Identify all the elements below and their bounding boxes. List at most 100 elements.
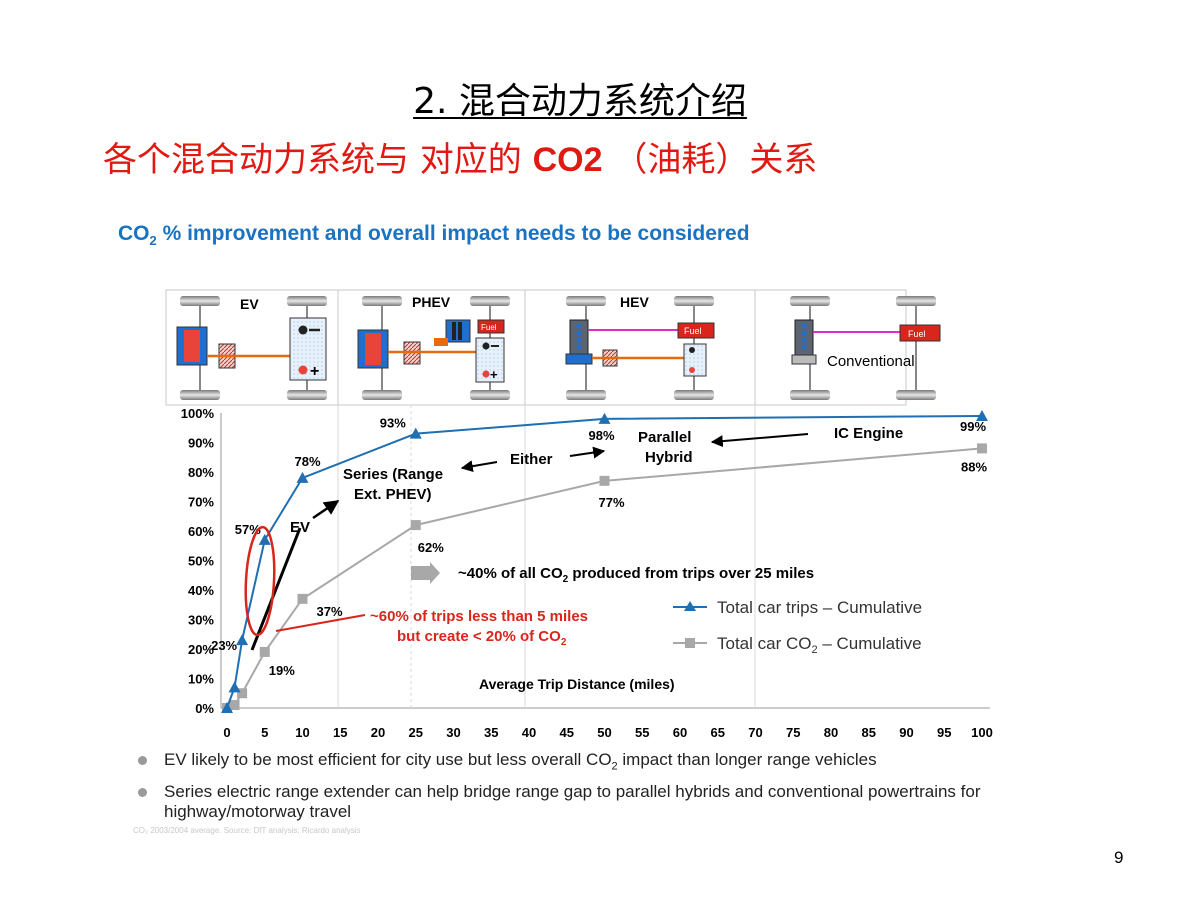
series-arrow xyxy=(460,460,498,473)
wheel-icon xyxy=(180,390,220,400)
data-label: 62% xyxy=(418,540,444,555)
bullet-2-text: Series electric range extender can help … xyxy=(164,782,981,821)
x-tick-label: 85 xyxy=(862,725,876,740)
wheel-icon xyxy=(362,390,402,400)
data-label: 77% xyxy=(599,495,625,510)
x-tick-label: 35 xyxy=(484,725,498,740)
data-label: 88% xyxy=(961,459,987,474)
bullet-1-before: EV likely to be most efficient for city … xyxy=(164,750,612,769)
highlight-ellipse xyxy=(244,525,276,637)
x-tick-label: 50 xyxy=(597,725,611,740)
square-point xyxy=(977,443,987,454)
phev-schematic: PHEV Fuel + xyxy=(357,294,510,400)
bullet-1-sub: 2 xyxy=(611,760,618,773)
y-tick-label: 60% xyxy=(188,524,214,539)
x-tick-label: 80 xyxy=(824,725,838,740)
x-tick-label: 95 xyxy=(937,725,951,740)
data-label: 99% xyxy=(960,419,986,434)
x-tick-label: 40 xyxy=(522,725,536,740)
data-label: 19% xyxy=(269,663,295,678)
x-tick-label: 20 xyxy=(371,725,385,740)
data-label: 93% xyxy=(380,416,406,431)
fuel-tank-icon xyxy=(899,324,941,342)
chart-heading-sub: 2 xyxy=(149,233,157,249)
data-label: 37% xyxy=(317,604,343,619)
wheel-icon xyxy=(566,296,606,306)
legend-label-co2: Total car CO2 – Cumulative xyxy=(717,634,922,656)
x-axis-label: Average Trip Distance (miles) xyxy=(479,676,675,692)
wheel-icon xyxy=(566,390,606,400)
y-tick-label: 70% xyxy=(188,495,214,510)
x-tick-label: 70 xyxy=(748,725,762,740)
x-tick-label: 5 xyxy=(261,725,268,740)
page-number: 9 xyxy=(1114,848,1124,867)
forty-pct-after: produced from trips over 25 miles xyxy=(568,565,814,582)
wheel-icon xyxy=(180,296,220,306)
data-label: 78% xyxy=(295,454,321,469)
chart-legend: Total car trips – Cumulative Total car C… xyxy=(673,598,922,656)
square-point xyxy=(237,688,248,699)
svg-text:+: + xyxy=(310,363,319,380)
bullet-1-text: EV likely to be most efficient for city … xyxy=(138,750,998,776)
x-tick-label: 75 xyxy=(786,725,800,740)
subtitle-part-1: 各个混合动力系统与 对应的 xyxy=(103,140,522,180)
forty-pct-sub: 2 xyxy=(563,574,569,585)
triangle-point xyxy=(258,533,271,545)
wheel-icon xyxy=(470,390,510,400)
ev-arrow xyxy=(312,499,340,520)
bullet-1-after: impact than longer range vehicles xyxy=(617,750,877,769)
triangle-point xyxy=(409,427,422,439)
either-arrow xyxy=(569,446,606,459)
series-range-label-2: Ext. PHEV) xyxy=(354,486,432,503)
phev-fuel-label: Fuel xyxy=(481,323,497,332)
data-label: 23% xyxy=(211,638,237,653)
slide-title: 2. 混合动力系统介绍 xyxy=(413,81,747,122)
square-point xyxy=(410,520,421,531)
phev-label: PHEV xyxy=(412,294,451,310)
forty-pct-before: ~40% of all CO xyxy=(458,565,563,582)
x-tick-label: 60 xyxy=(673,725,687,740)
x-tick-label: 0 xyxy=(223,725,230,740)
y-tick-label: 20% xyxy=(188,642,214,657)
bullet-dot-icon xyxy=(138,788,147,797)
x-tick-label: 65 xyxy=(711,725,725,740)
battery-icon xyxy=(289,317,327,381)
bullet-1: EV likely to be most efficient for city … xyxy=(138,750,998,776)
square-point xyxy=(297,593,308,604)
wheel-icon xyxy=(287,390,327,400)
battery-icon xyxy=(683,343,707,377)
chart-heading: CO2 % improvement and overall impact nee… xyxy=(118,222,750,248)
parallel-label-1: Parallel xyxy=(638,429,691,446)
y-tick-label: 0% xyxy=(195,701,214,716)
legend-co2-before: Total car CO xyxy=(717,634,811,653)
either-label: Either xyxy=(510,451,553,468)
data-label: 98% xyxy=(589,428,615,443)
ev-label: EV xyxy=(240,296,259,312)
wheel-icon xyxy=(287,296,327,306)
conventional-fuel-label: Fuel xyxy=(908,329,926,339)
conventional-label: Conventional xyxy=(827,353,915,370)
subtitle-part-2: （油耗）关系 xyxy=(613,140,818,180)
wheel-icon xyxy=(790,390,830,400)
x-tick-label: 55 xyxy=(635,725,649,740)
fuel-tank-icon xyxy=(477,319,505,334)
battery-icon xyxy=(475,337,505,383)
triangle-point xyxy=(598,412,611,424)
triangle-point xyxy=(296,471,309,483)
slide-subtitle: 各个混合动力系统与 对应的 CO2 （油耗）关系 xyxy=(103,140,963,180)
sixty-pct-before: but create < 20% of CO xyxy=(397,628,561,645)
wheel-icon xyxy=(362,296,402,306)
wheel-icon xyxy=(896,390,936,400)
chart-heading-prefix: CO xyxy=(118,222,150,245)
chart-heading-rest: % improvement and overall impact needs t… xyxy=(156,222,750,245)
ic-engine-arrow xyxy=(710,433,809,448)
legend-co2-after: – Cumulative xyxy=(818,634,922,653)
y-tick-label: 40% xyxy=(188,583,214,598)
forty-pct-note: ~40% of all CO2 produced from trips over… xyxy=(458,565,814,585)
x-tick-label: 10 xyxy=(295,725,309,740)
vehicle-schematics: EV + PHEV xyxy=(165,289,941,406)
triangle-point xyxy=(236,634,249,646)
x-tick-label: 30 xyxy=(446,725,460,740)
x-tick-label: 15 xyxy=(333,725,347,740)
subtitle-co2: CO2 xyxy=(532,141,603,179)
